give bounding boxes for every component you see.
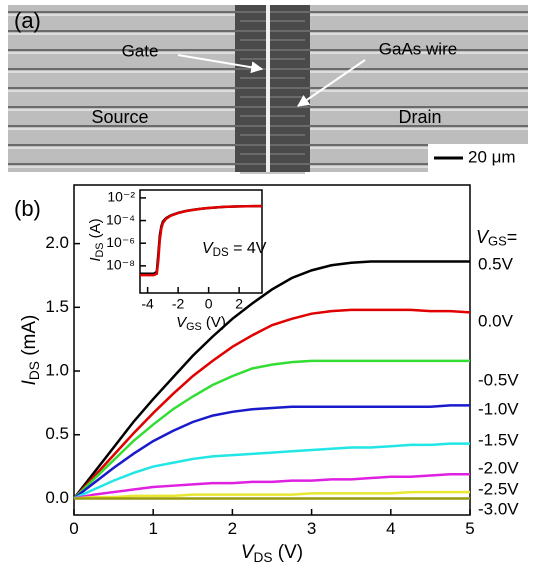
source-label: Source (91, 107, 148, 127)
legend-title-part: = (507, 227, 518, 247)
x-tick-label: 0 (205, 296, 213, 312)
y-tick-label: 10⁻⁴ (106, 211, 135, 227)
x-tick-label: -4 (141, 296, 154, 312)
x-tick-label: 4 (386, 519, 395, 538)
x-tick-label: 2 (235, 296, 243, 312)
wire-label: GaAs wire (379, 39, 457, 58)
y-tick-label: 10⁻² (107, 189, 135, 205)
gate-electrode (266, 5, 270, 172)
y-tick-label: 1.0 (45, 361, 69, 380)
x-axis-label-part: DS (254, 549, 273, 564)
x-tick-label: 3 (307, 519, 316, 538)
x-tick-label: -2 (172, 296, 185, 312)
y-tick-label: 1.5 (45, 297, 69, 316)
inset-x-label-part: GS (186, 321, 202, 333)
y-tick-label: 10⁻⁸ (106, 257, 135, 273)
x-tick-label: 2 (228, 519, 237, 538)
scale-bar-label: 20 μm (468, 147, 516, 166)
legend-title: VGS= (476, 227, 517, 249)
inset-annotation: VDS = 4V (202, 240, 267, 259)
legend-label: 0.0V (478, 311, 514, 330)
inset-x-label: VGS (V) (176, 314, 226, 333)
gate-label: Gate (122, 41, 159, 60)
y-axis-label-part: DS (26, 361, 41, 380)
x-tick-label: 1 (148, 519, 157, 538)
legend-title-part: GS (488, 234, 507, 249)
inset-annotation-part: DS (213, 247, 229, 259)
y-tick-label: 0.5 (45, 424, 69, 443)
inset-annotation-part: = 4V (229, 240, 267, 257)
inset-x-label-part: (V) (202, 314, 226, 331)
legend-label: -2.5V (478, 479, 519, 498)
legend-label: -3.0V (478, 499, 519, 518)
y-tick-label: 2.0 (45, 233, 69, 252)
legend-label: -1.0V (478, 399, 519, 418)
x-axis-label: VDS (V) (241, 542, 303, 564)
panel-label: (b) (14, 196, 41, 221)
page: (a) Gate GaAs wire Source Drain 20 μm 0 1… (0, 0, 537, 571)
drain-label: Drain (398, 107, 441, 127)
plot: 0 1 2 3 4 5 0.0 0.5 1.0 1.5 2.0(b) VDS (V) IDS (mA) V… (14, 185, 519, 564)
legend-label: -0.5V (478, 370, 519, 389)
figure: (a) Gate GaAs wire Source Drain 20 μm 0 1… (0, 0, 537, 571)
x-axis-label-part: (V) (273, 542, 304, 563)
y-tick-label: 0.0 (45, 488, 69, 507)
inset-y-label-part: (A) (87, 218, 104, 242)
y-tick-label: 10⁻⁶ (106, 234, 135, 250)
legend-label: -1.5V (478, 430, 519, 449)
x-tick-label: 0 (69, 519, 78, 538)
y-axis-label: IDS (mA) (19, 315, 41, 386)
inset-y-label-part: DS (94, 243, 106, 258)
panel-label: (a) (14, 8, 41, 33)
legend-label: 0.5V (478, 254, 514, 273)
y-axis-label-part: (mA) (19, 315, 40, 361)
legend-label: -2.0V (478, 458, 519, 477)
x-tick-label: 5 (465, 519, 474, 538)
